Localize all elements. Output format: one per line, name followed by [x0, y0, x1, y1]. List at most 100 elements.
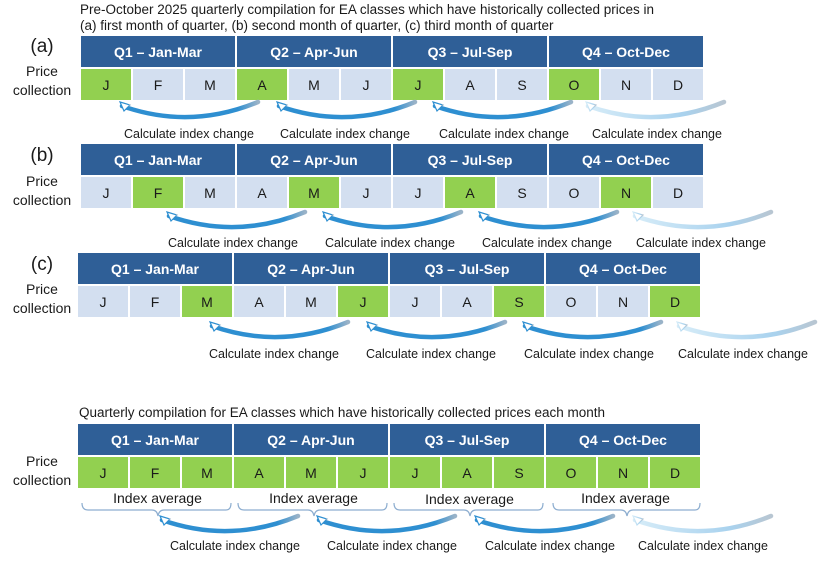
price-label: Price: [26, 173, 58, 189]
arrow-m2-icon: [317, 516, 455, 531]
arrow-b4-icon: [633, 212, 771, 227]
arrow-b3-icon: [479, 212, 617, 227]
month-cell-collected: D: [650, 457, 700, 488]
month-cell-collected: J: [338, 286, 390, 317]
quarter-grid-monthly: Q1 – Jan-Mar Q2 – Apr-Jun Q3 – Jul-Sep Q4 –…: [78, 424, 700, 488]
arrow-m3-icon: [475, 516, 613, 531]
month-cell-collected: A: [445, 177, 497, 208]
bracket-q1-icon: [81, 502, 232, 517]
calc-label-c3: Calculate index change: [524, 347, 654, 361]
calc-label-b3: Calculate index change: [482, 236, 612, 250]
calc-label-b2: Calculate index change: [325, 236, 455, 250]
month-cell-collected: N: [598, 457, 650, 488]
calc-label-b4: Calculate index change: [636, 236, 766, 250]
calc-label-c4: Calculate index change: [678, 347, 808, 361]
arrow-a2-icon: [277, 102, 415, 117]
index-average-q4: Index average: [581, 490, 670, 506]
quarter-header-q1: Q1 – Jan-Mar: [78, 424, 234, 455]
quarter-grid-b: Q1 – Jan-Mar Q2 – Apr-Jun Q3 – Jul-Sep Q4 –…: [81, 144, 703, 208]
month-cell: N: [598, 286, 650, 317]
price-label: Price: [26, 453, 58, 469]
month-cell-collected: J: [338, 457, 390, 488]
month-cell: J: [341, 177, 393, 208]
month-cell-collected: S: [494, 286, 546, 317]
month-cell-collected: J: [390, 457, 442, 488]
arrow-c4-icon: [677, 322, 815, 337]
bracket-q2-icon: [237, 502, 388, 517]
arrow-m4-icon: [633, 516, 771, 531]
price-label: Price: [26, 63, 58, 79]
quarter-header-row: Q1 – Jan-Mar Q2 – Apr-Jun Q3 – Jul-Sep Q4 –…: [78, 424, 700, 455]
calc-label-a1: Calculate index change: [124, 127, 254, 141]
month-cell-collected: A: [234, 457, 286, 488]
month-cell: J: [390, 286, 442, 317]
month-cell: O: [549, 177, 601, 208]
title-pre-october-line1: Pre-October 2025 quarterly compilation f…: [80, 2, 655, 17]
month-cell: J: [81, 177, 133, 208]
arrow-m1-icon: [160, 516, 298, 531]
quarter-header-q1: Q1 – Jan-Mar: [81, 144, 237, 175]
calc-label-c2: Calculate index change: [366, 347, 496, 361]
panel-a-label: (a): [30, 36, 54, 57]
month-cell: M: [185, 177, 237, 208]
quarter-header-q1: Q1 – Jan-Mar: [78, 253, 234, 284]
quarter-header-q2: Q2 – Apr-Jun: [234, 253, 390, 284]
calc-label-a3: Calculate index change: [439, 127, 569, 141]
calc-label-m3: Calculate index change: [485, 539, 615, 553]
month-cell-collected: N: [601, 177, 653, 208]
month-cell-collected: O: [546, 457, 598, 488]
arrow-a1-icon: [120, 102, 258, 117]
month-cell: M: [286, 286, 338, 317]
collection-label: collection: [12, 192, 72, 208]
month-cell-collected: S: [494, 457, 546, 488]
calc-label-a4: Calculate index change: [592, 127, 722, 141]
arrow-b2-icon: [323, 212, 461, 227]
month-cell-collected: J: [393, 69, 445, 100]
collection-label: collection: [12, 472, 72, 488]
bracket-q4-icon: [552, 502, 701, 517]
month-cell: A: [445, 69, 497, 100]
quarter-header-q2: Q2 – Apr-Jun: [234, 424, 390, 455]
month-cell-collected: M: [182, 457, 234, 488]
quarter-header-q2: Q2 – Apr-Jun: [237, 144, 393, 175]
month-cell-collected: D: [650, 286, 700, 317]
month-cell-collected: J: [78, 457, 130, 488]
panel-b-label: (b): [30, 145, 54, 166]
arrow-c3-icon: [523, 322, 661, 337]
quarter-header-q3: Q3 – Jul-Sep: [393, 144, 549, 175]
month-cell: A: [442, 286, 494, 317]
month-cell-collected: F: [130, 457, 182, 488]
quarter-header-q4: Q4 – Oct-Dec: [549, 144, 703, 175]
quarter-header-row: Q1 – Jan-Mar Q2 – Apr-Jun Q3 – Jul-Sep Q4 –…: [81, 144, 703, 175]
calc-label-a2: Calculate index change: [280, 127, 410, 141]
brackets: [81, 502, 701, 517]
month-cell: F: [133, 69, 185, 100]
bracket-q3-icon: [393, 502, 544, 517]
month-cell: N: [601, 69, 653, 100]
price-collection-label-a: Price collection: [3, 62, 81, 100]
quarter-header-q3: Q3 – Jul-Sep: [390, 253, 546, 284]
arrow-c1-icon: [210, 322, 348, 337]
month-cell: S: [497, 69, 549, 100]
index-average-q1: Index average: [113, 490, 202, 506]
price-collection-label-b: Price collection: [3, 172, 81, 210]
arrow-b1-icon: [167, 212, 305, 227]
calc-label-b1: Calculate index change: [168, 236, 298, 250]
month-cell: F: [130, 286, 182, 317]
quarter-header-q3: Q3 – Jul-Sep: [390, 424, 546, 455]
collection-label: collection: [12, 300, 72, 316]
month-cell-collected: A: [237, 69, 289, 100]
index-average-q3: Index average: [425, 491, 514, 507]
collection-label: collection: [12, 82, 72, 98]
month-cell: J: [78, 286, 130, 317]
month-cell: J: [393, 177, 445, 208]
panel-c-label: (c): [30, 254, 54, 275]
month-cell-collected: M: [182, 286, 234, 317]
price-collection-label-c: Price collection: [3, 280, 81, 318]
quarter-header-q4: Q4 – Oct-Dec: [549, 36, 703, 67]
month-cell: D: [653, 177, 703, 208]
title-pre-october-line2: (a) first month of quarter, (b) second m…: [80, 18, 554, 33]
month-cell: S: [497, 177, 549, 208]
